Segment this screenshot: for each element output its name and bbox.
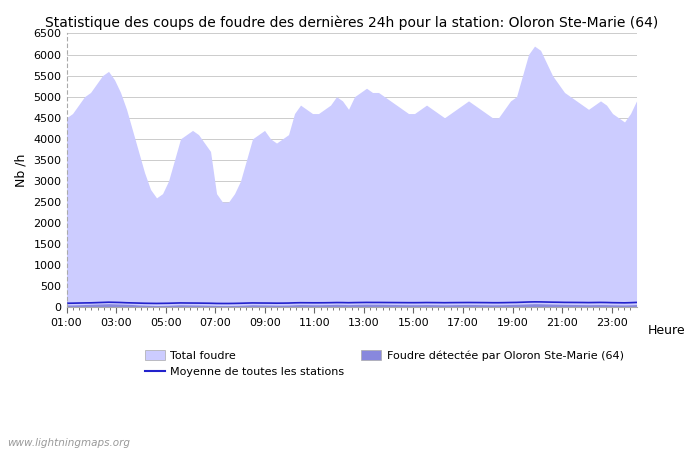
Title: Statistique des coups de foudre des dernières 24h pour la station: Oloron Ste-Ma: Statistique des coups de foudre des dern… bbox=[45, 15, 658, 30]
Legend: Total foudre, Moyenne de toutes les stations, Foudre détectée par Oloron Ste-Mar: Total foudre, Moyenne de toutes les stat… bbox=[141, 346, 629, 381]
Text: www.lightningmaps.org: www.lightningmaps.org bbox=[7, 438, 130, 448]
Text: Heure: Heure bbox=[648, 324, 685, 337]
Y-axis label: Nb /h: Nb /h bbox=[15, 154, 28, 187]
